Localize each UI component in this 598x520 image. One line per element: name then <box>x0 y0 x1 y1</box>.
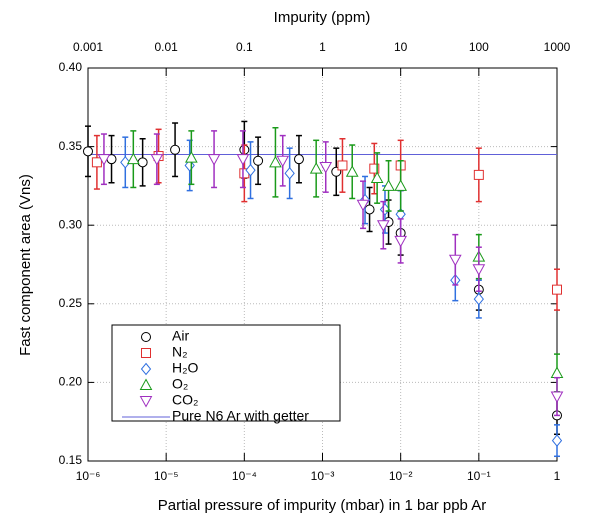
marker <box>364 204 375 215</box>
top-tick-label: 0.001 <box>73 40 103 54</box>
marker <box>448 254 462 267</box>
marker <box>319 162 333 174</box>
x-tick-label: 1 <box>554 469 561 483</box>
y-tick-label: 0.35 <box>59 139 83 153</box>
marker <box>472 264 486 276</box>
marker <box>376 220 390 232</box>
top-tick-label: 10 <box>394 40 408 54</box>
x-tick-label: 10⁻⁵ <box>154 469 179 483</box>
legend-label: Pure N6 Ar with getter <box>172 408 309 424</box>
y-tick-label: 0.15 <box>59 453 83 467</box>
marker <box>236 154 250 166</box>
legend-label: N₂ <box>172 344 188 360</box>
marker <box>309 162 323 174</box>
top-tick-label: 1000 <box>544 40 571 54</box>
legend-label: H₂O <box>172 360 199 376</box>
marker <box>356 199 370 212</box>
legend-marker <box>139 378 153 390</box>
marker <box>150 154 164 166</box>
plot-frame <box>87 67 558 462</box>
top-axis-label: Impurity (ppm) <box>274 9 371 26</box>
marker <box>170 144 181 155</box>
marker <box>394 179 408 191</box>
y-tick-label: 0.25 <box>59 296 83 310</box>
marker <box>83 146 93 157</box>
marker <box>473 292 484 306</box>
top-tick-label: 0.1 <box>236 40 253 54</box>
x-tick-label: 10⁻⁶ <box>76 469 101 483</box>
legend-marker <box>140 362 152 376</box>
x-tick-label: 10⁻¹ <box>467 469 491 483</box>
legend-label: O₂ <box>172 376 188 392</box>
y-tick-label: 0.40 <box>59 60 83 74</box>
marker <box>253 155 264 166</box>
marker <box>370 171 384 184</box>
marker <box>276 155 290 168</box>
x-tick-label: 10⁻³ <box>311 469 335 483</box>
marker <box>245 163 256 177</box>
marker <box>137 157 148 168</box>
top-tick-label: 0.01 <box>154 40 178 54</box>
legend-marker <box>141 332 151 342</box>
marker <box>473 169 484 180</box>
marker <box>550 366 564 378</box>
marker <box>369 163 380 174</box>
legend-label: CO₂ <box>172 392 198 408</box>
top-tick-label: 1 <box>319 40 326 54</box>
marker <box>551 434 563 447</box>
marker <box>269 155 282 168</box>
marker <box>120 156 131 169</box>
legend-marker <box>139 396 153 408</box>
legend-box <box>111 324 341 422</box>
marker <box>550 391 564 404</box>
marker <box>126 152 140 165</box>
y-tick-label: 0.30 <box>59 217 83 231</box>
marker <box>382 179 395 191</box>
y-tick-label: 0.20 <box>59 375 83 389</box>
top-tick-label: 100 <box>469 40 489 54</box>
marker <box>97 154 111 166</box>
marker <box>293 154 304 165</box>
marker <box>552 284 562 295</box>
legend-label: Air <box>172 328 189 344</box>
marker <box>185 151 198 163</box>
marker <box>337 160 348 171</box>
marker <box>91 157 102 168</box>
legend-marker <box>141 348 151 358</box>
x-tick-label: 10⁻⁴ <box>232 469 257 483</box>
x-axis-label: Partial pressure of impurity (mbar) in 1… <box>158 497 486 514</box>
y-axis-label: Fast component area (Vns) <box>17 174 34 356</box>
marker <box>284 167 295 180</box>
x-tick-label: 10⁻² <box>389 469 413 483</box>
marker <box>345 165 359 177</box>
marker <box>394 235 408 248</box>
marker <box>207 154 221 166</box>
